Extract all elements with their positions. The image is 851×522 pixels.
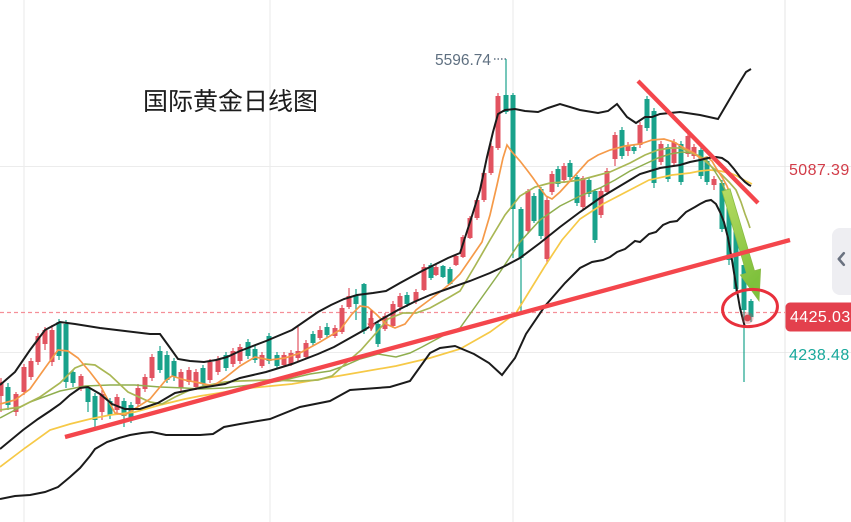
svg-text:5596.74: 5596.74 [435, 52, 491, 69]
svg-text:4425.03: 4425.03 [790, 309, 851, 326]
svg-text:4238.48: 4238.48 [789, 347, 850, 364]
svg-text:5087.39: 5087.39 [789, 162, 850, 179]
